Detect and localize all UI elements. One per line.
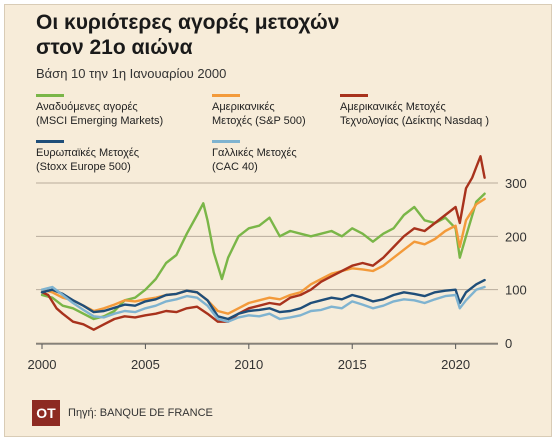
legend-label: Αμερικανικές Μετοχές (340, 101, 446, 113)
legend-label: Ευρωπαϊκές Μετοχές (36, 147, 140, 159)
legend-swatch-stoxx (36, 140, 64, 143)
y-tick-label: 300 (505, 176, 527, 191)
legend-swatch-emerging (36, 94, 64, 97)
legend-label: Τεχνολογίας (Δείκτης Nasdaq ) (340, 115, 490, 127)
x-tick-label: 2005 (131, 357, 160, 372)
x-tick-label: 2020 (441, 357, 470, 372)
legend-label: Αναδυόμενες αγορές (36, 101, 138, 113)
series-line-0 (40, 192, 486, 321)
legend-swatch-cac40 (212, 140, 240, 143)
chart-subtitle: Βάση 10 την 1η Ιανουαρίου 2000 (36, 66, 227, 81)
source-note: Πηγή: BANQUE DE FRANCE (68, 407, 213, 419)
legend-label: (CAC 40) (212, 161, 258, 173)
x-tick-label: 2015 (338, 357, 367, 372)
legend-label: Γαλλικές Μετοχές (212, 147, 297, 159)
series-line-4 (40, 285, 486, 323)
legend-label: Αμερικανικές (212, 101, 275, 113)
x-tick-label: 2010 (234, 357, 263, 372)
title-line-2: στον 21ο αιώνα (36, 36, 193, 59)
chart-title: Οι κυριότερες αγορές μετοχών στον 21ο αι… (36, 10, 456, 60)
series-line-3 (40, 278, 486, 321)
legend-label: (Stoxx Europe 500) (36, 161, 131, 173)
legend-swatch-sp500 (212, 94, 240, 97)
title-line-1: Οι κυριότερες αγορές μετοχών (36, 11, 340, 34)
legend-label: Μετοχές (S&P 500) (212, 115, 306, 127)
publisher-logo: OT (32, 400, 60, 426)
legend-swatch-nasdaq (340, 94, 368, 97)
y-tick-label: 200 (505, 229, 527, 244)
legend-label: (MSCI Emerging Markets) (36, 115, 164, 127)
x-tick-label: 2000 (28, 357, 57, 372)
y-tick-label: 100 (505, 283, 527, 298)
series-line-2 (40, 155, 486, 331)
y-tick-label: 0 (505, 336, 512, 351)
series-line-1 (40, 197, 486, 315)
